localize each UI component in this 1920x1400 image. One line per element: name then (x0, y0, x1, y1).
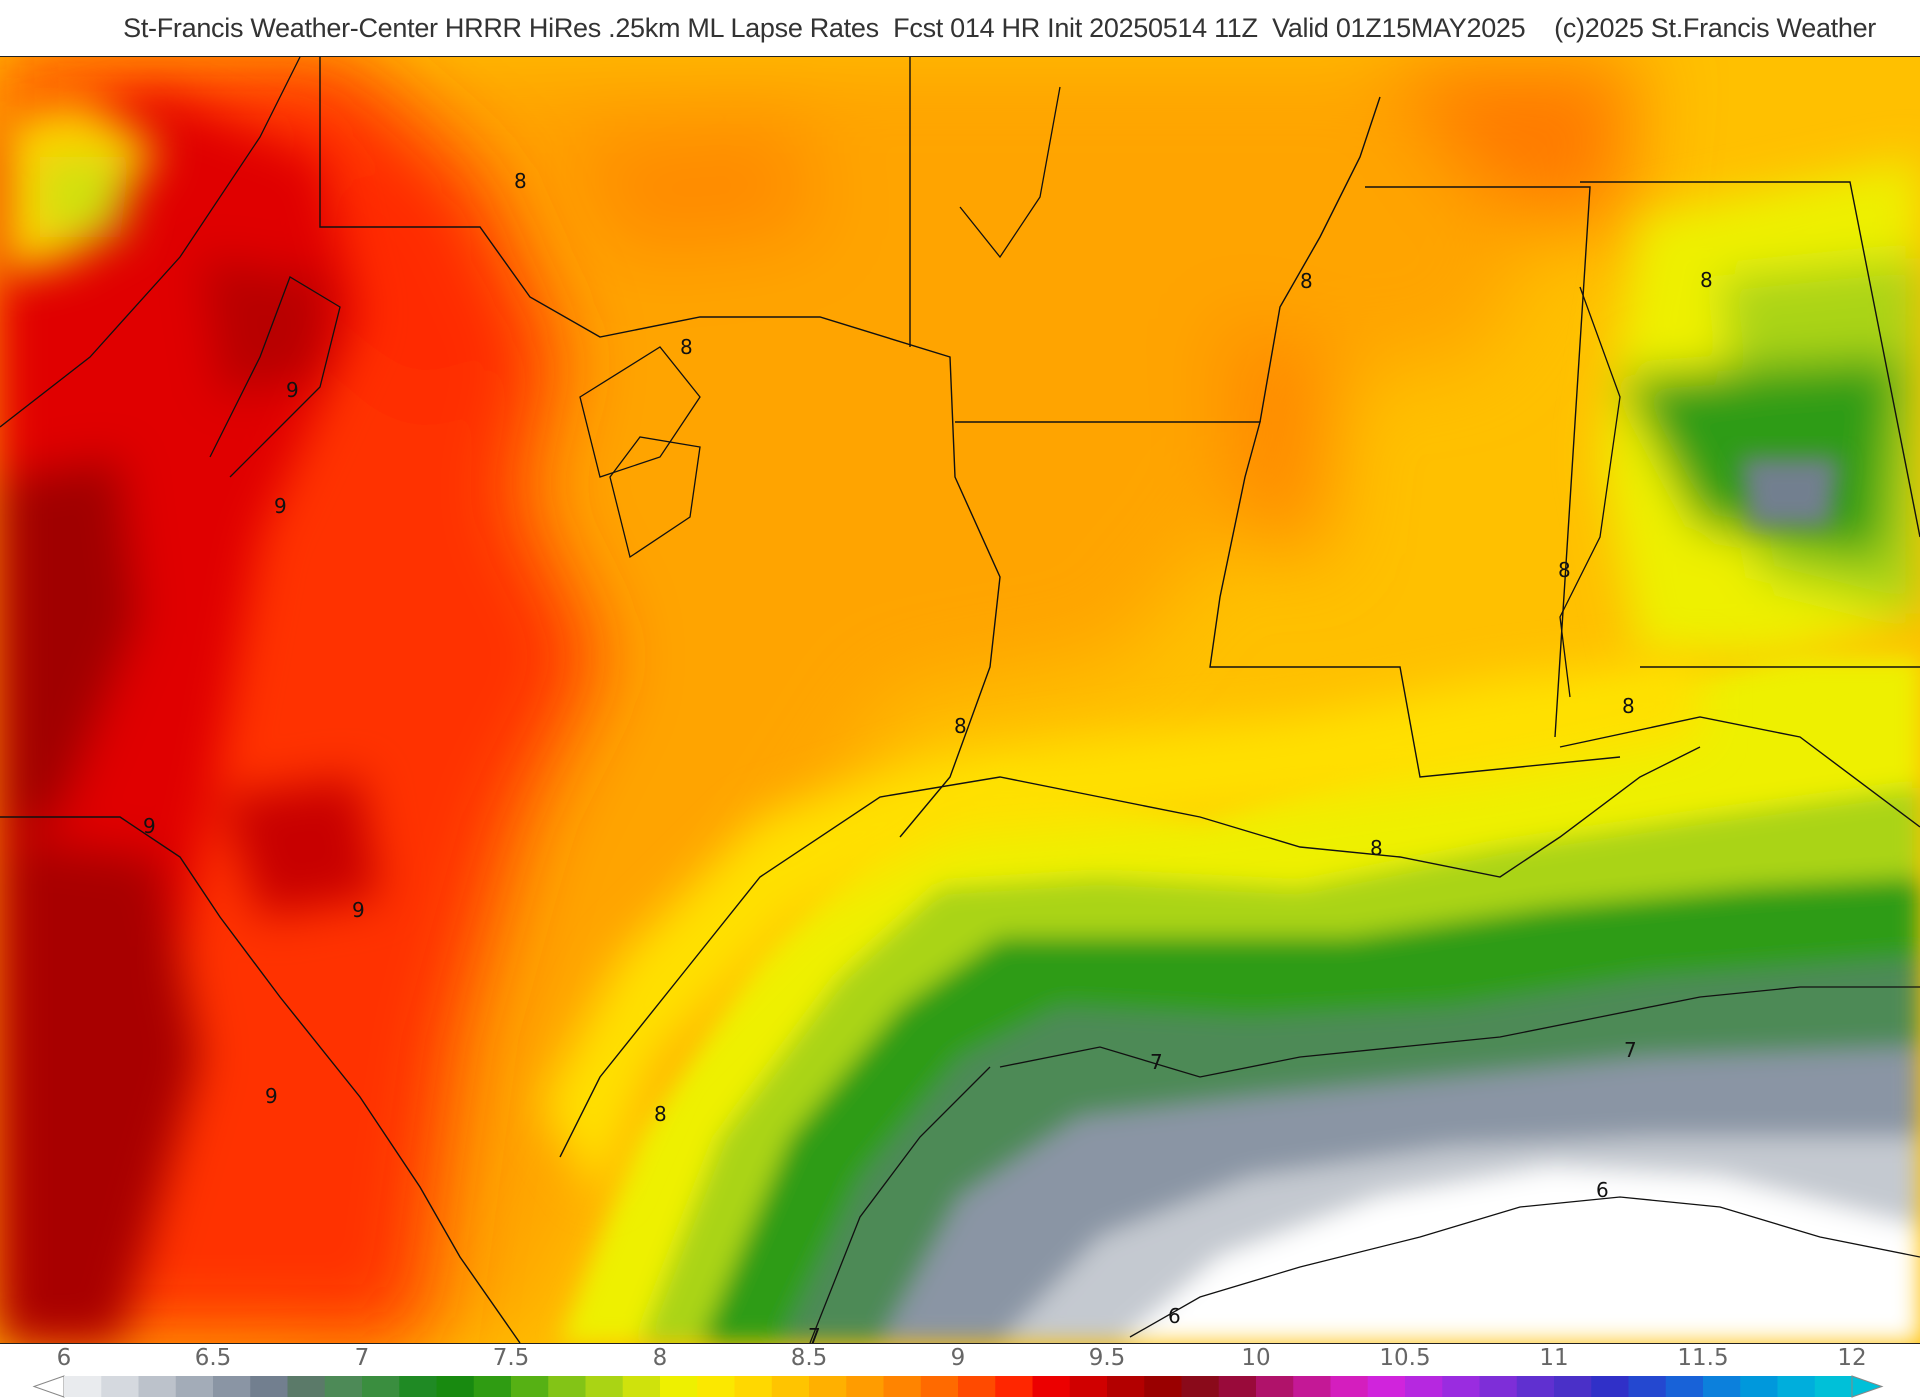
colorbar-cell (1665, 1376, 1704, 1397)
contour-label: 8 (1622, 694, 1635, 718)
colorbar-cell (1181, 1376, 1220, 1397)
colorbar-cells (64, 1376, 1853, 1397)
colorbar-cell (175, 1376, 214, 1397)
colorbar-cell (734, 1376, 773, 1397)
lapse-rate-field (0, 57, 1920, 1343)
colorbar-cell (585, 1376, 624, 1397)
colorbar-cell (1405, 1376, 1443, 1397)
colorbar-cell (846, 1376, 885, 1397)
colorbar-cell (995, 1376, 1034, 1397)
contour-label: 9 (143, 814, 156, 838)
colorbar-cell (1330, 1376, 1369, 1397)
colorbar-tick-label: 7.5 (492, 1345, 530, 1371)
contour-label: 8 (1558, 558, 1571, 582)
colorbar-tick-label: 10.5 (1379, 1345, 1431, 1371)
contour-label: 8 (654, 1102, 667, 1126)
colorbar-cell (958, 1376, 996, 1397)
contour-label: 9 (286, 378, 299, 402)
colorbar-cell (101, 1376, 140, 1397)
contour-label: 8 (514, 169, 527, 193)
colorbar-cell (1628, 1376, 1667, 1397)
contour-label: 8 (1370, 836, 1383, 860)
colorbar-cell (809, 1376, 847, 1397)
colorbar-cell (883, 1376, 922, 1397)
contour-label: 8 (954, 714, 967, 738)
colorbar-cell (1516, 1376, 1555, 1397)
colorbar-cell (1703, 1376, 1741, 1397)
colorbar-tick-label: 6 (56, 1345, 72, 1371)
colorbar-cell (473, 1376, 512, 1397)
contour-label-layer: 8 8 8 9 9 8 9 9 9 8 8 8 8 8 7 7 6 6 7 (143, 169, 1713, 1343)
colorbar-cell (548, 1376, 587, 1397)
contour-label: 9 (265, 1084, 278, 1108)
colorbar-cell (1256, 1376, 1294, 1397)
colorbar (32, 1375, 1884, 1398)
colorbar-cell (1814, 1376, 1853, 1397)
colorbar-cell (511, 1376, 549, 1397)
colorbar-tick-label: 7 (354, 1345, 370, 1371)
colorbar-tick-label: 11.5 (1677, 1345, 1729, 1371)
colorbar-cell (1591, 1376, 1630, 1397)
contour-label: 6 (1596, 1178, 1609, 1202)
colorbar-tick-label: 8 (652, 1345, 668, 1371)
colorbar-cell (250, 1376, 289, 1397)
colorbar-tick-labels: 6 6.5 7 7.5 8 8.5 9 9.5 10 10.5 11 11.5 … (0, 1343, 1920, 1373)
colorbar-cell (920, 1376, 959, 1397)
contour-label: 7 (1150, 1050, 1163, 1074)
colorbar-tick-label: 9.5 (1088, 1345, 1126, 1371)
colorbar-tick-label: 12 (1837, 1345, 1867, 1371)
colorbar-cell (1442, 1376, 1481, 1397)
colorbar-max-arrow (1851, 1375, 1884, 1398)
colorbar-cell (1367, 1376, 1406, 1397)
contour-label: 8 (1700, 268, 1713, 292)
colorbar-cell (138, 1376, 177, 1397)
colorbar-cell (362, 1376, 400, 1397)
colorbar-cell (1218, 1376, 1257, 1397)
colorbar-cell (1554, 1376, 1592, 1397)
contour-label: 9 (352, 898, 365, 922)
colorbar-cell (399, 1376, 438, 1397)
contour-label: 7 (808, 1324, 821, 1343)
colorbar-cell (1293, 1376, 1332, 1397)
colorbar-cell (622, 1376, 661, 1397)
contour-label: 8 (680, 335, 693, 359)
lapse-rate-map: 8 8 8 9 9 8 9 9 9 8 8 8 8 8 7 7 6 6 7 (0, 56, 1920, 1344)
contour-label: 6 (1168, 1304, 1181, 1328)
map-canvas: 8 8 8 9 9 8 9 9 9 8 8 8 8 8 7 7 6 6 7 (0, 57, 1920, 1343)
colorbar-cell (1069, 1376, 1108, 1397)
colorbar-cell (1107, 1376, 1145, 1397)
colorbar-cell (1479, 1376, 1518, 1397)
colorbar-tick-label: 6.5 (194, 1345, 232, 1371)
colorbar-tick-label: 10 (1241, 1345, 1271, 1371)
colorbar-cell (660, 1376, 698, 1397)
contour-lines (0, 57, 1920, 1343)
colorbar-cell (697, 1376, 736, 1397)
state-borders (0, 57, 1920, 1343)
colorbar-tick-label: 9 (950, 1345, 966, 1371)
colorbar-cell (287, 1376, 326, 1397)
colorbar-cell (324, 1376, 363, 1397)
colorbar-cell (213, 1376, 251, 1397)
contour-label: 9 (274, 494, 287, 518)
colorbar-cell (64, 1376, 102, 1397)
contour-label: 7 (1624, 1038, 1637, 1062)
chart-title: St-Francis Weather-Center HRRR HiRes .25… (123, 12, 1876, 43)
colorbar-cell (1144, 1376, 1183, 1397)
colorbar-cell (1032, 1376, 1071, 1397)
colorbar-cell (1777, 1376, 1816, 1397)
colorbar-cell (1740, 1376, 1779, 1397)
colorbar-min-arrow (32, 1375, 65, 1398)
colorbar-cell (771, 1376, 810, 1397)
colorbar-cell (436, 1376, 475, 1397)
colorbar-tick-label: 8.5 (790, 1345, 828, 1371)
contour-label: 8 (1300, 269, 1313, 293)
colorbar-tick-label: 11 (1539, 1345, 1569, 1371)
